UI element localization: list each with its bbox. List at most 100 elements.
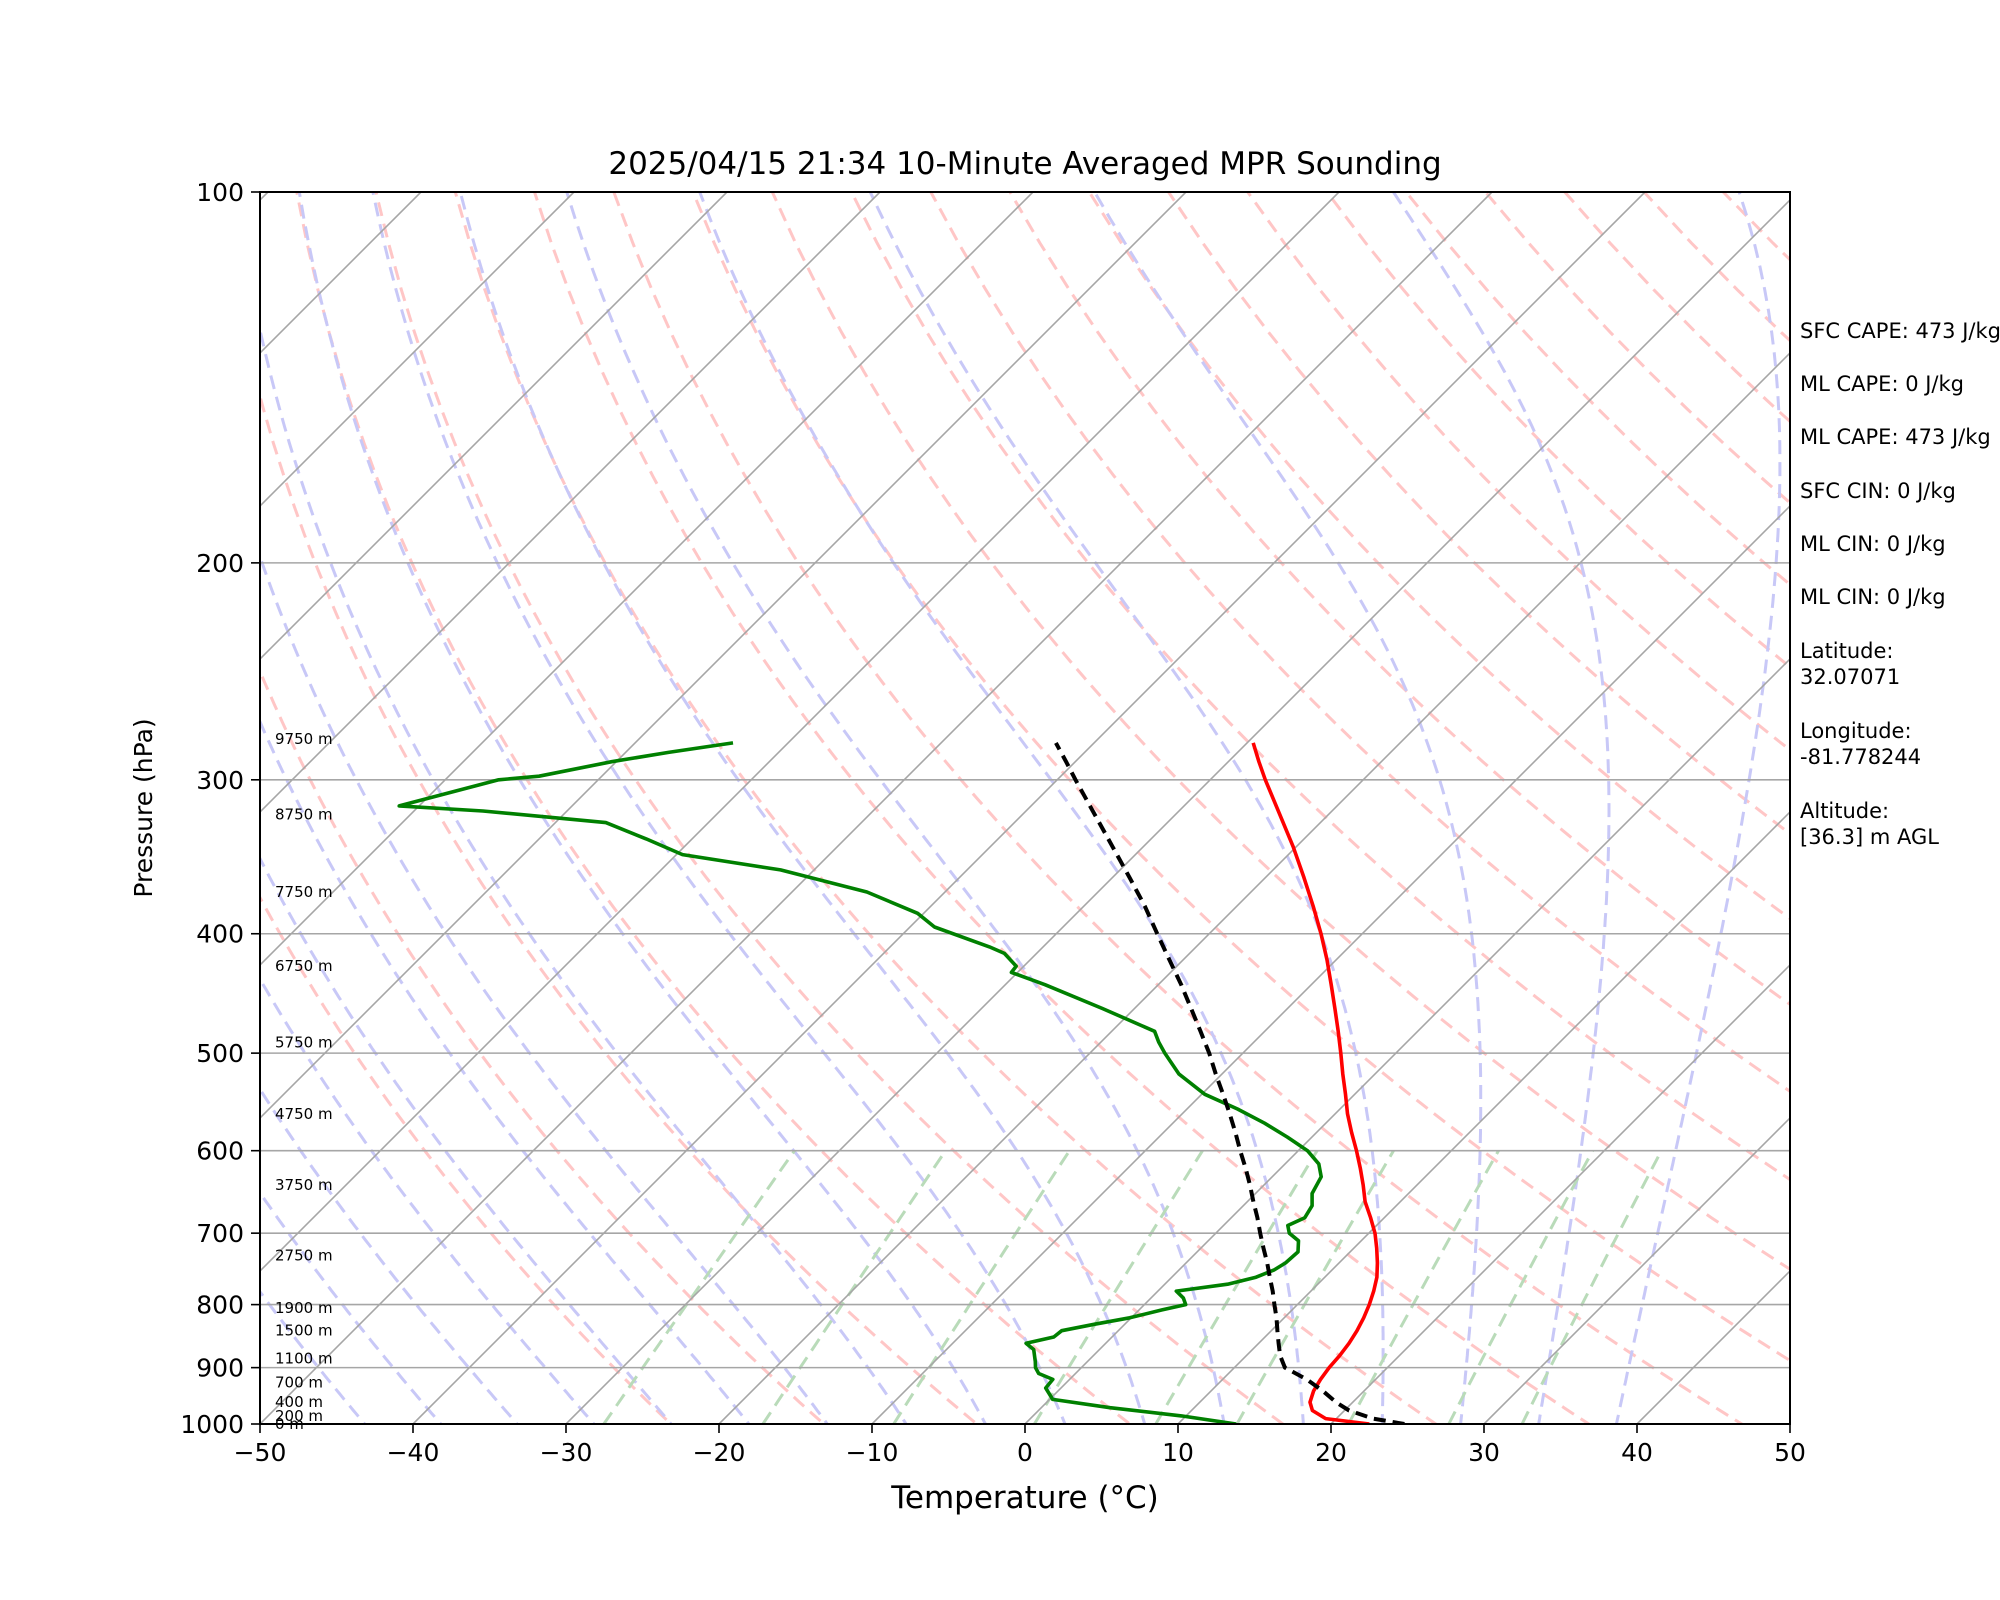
moist-adiabat — [260, 322, 908, 1424]
mixing-ratio-line — [1154, 1149, 1319, 1424]
x-axis-ticks: −50 −40 −30 −20 −10 0 10 20 30 40 50 — [234, 1424, 1806, 1467]
isotherm — [260, 192, 575, 508]
x-axis-label: Temperature (°C) — [890, 1480, 1159, 1516]
moist-adiabat — [1614, 192, 1782, 1424]
dry-adiabat — [1246, 192, 1790, 752]
x-tick-label: −20 — [693, 1438, 746, 1467]
dry-adiabat — [295, 192, 1133, 1424]
isotherm — [260, 192, 881, 814]
y-axis-ticks: 100 200 300 400 500 600 700 800 900 1000 — [180, 178, 260, 1439]
longitude-value: -81.778244 — [1800, 745, 1922, 769]
moist-adiabat — [260, 1086, 520, 1424]
chart-title: 2025/04/15 21:34 10-Minute Averaged MPR … — [608, 146, 1441, 182]
dry-adiabat — [1167, 192, 1790, 836]
dry-adiabat — [850, 192, 1790, 1182]
y-tick-label: 400 — [196, 920, 244, 949]
y-tick-label: 1000 — [180, 1410, 244, 1439]
isotherm — [0, 192, 115, 1424]
height-label: 5750 m — [275, 1033, 333, 1051]
y-tick-label: 900 — [196, 1354, 244, 1383]
dry-adiabat — [533, 192, 1592, 1424]
x-tick-label: 40 — [1621, 1438, 1653, 1467]
height-label: 1900 m — [275, 1299, 333, 1317]
isotherm — [260, 192, 1493, 1424]
sfc-cape-text: SFC CAPE: 473 J/kg — [1800, 319, 2000, 343]
dry-adiabat — [1008, 192, 1790, 1007]
isotherm — [1330, 963, 1790, 1424]
plot-frame — [259, 191, 1791, 1425]
moist-adiabat — [260, 1190, 443, 1424]
ml-cape-text-2: ML CAPE: 473 J/kg — [1800, 425, 1991, 449]
height-label: 1100 m — [275, 1350, 333, 1368]
ml-cin-text-2: ML CIN: 0 J/kg — [1800, 585, 1946, 609]
x-tick-label: −30 — [540, 1438, 593, 1467]
isotherm — [1177, 810, 1790, 1424]
height-label: 400 m — [275, 1393, 323, 1411]
dry-adiabat — [260, 390, 980, 1424]
height-label: 1500 m — [275, 1322, 333, 1340]
temperature-profile — [1251, 742, 1380, 1424]
y-tick-label: 600 — [196, 1137, 244, 1166]
latitude-label: Latitude: — [1800, 639, 1894, 663]
y-tick-label: 100 — [196, 178, 244, 207]
background-lines — [0, 192, 1790, 1424]
y-tick-label: 700 — [196, 1219, 244, 1248]
height-label: 9750 m — [275, 730, 333, 748]
height-label: 700 m — [275, 1373, 323, 1391]
height-label: 6750 m — [275, 957, 333, 975]
sounding-profiles — [397, 741, 1405, 1424]
isotherm — [260, 192, 1187, 1120]
isotherm — [260, 192, 1340, 1273]
longitude-block: Longitude: -81.778244 — [1800, 718, 1921, 770]
altitude-label: Altitude: — [1800, 799, 1890, 823]
ml-cin-text: ML CIN: 0 J/kg — [1800, 532, 1946, 556]
dry-adiabat — [374, 192, 1286, 1424]
dry-adiabat — [929, 192, 1790, 1094]
dry-adiabat — [691, 192, 1790, 1363]
x-tick-label: −50 — [234, 1438, 287, 1467]
ml-cape-text: ML CAPE: 0 J/kg — [1800, 372, 1965, 396]
isotherm — [565, 198, 1790, 1424]
isotherm — [412, 192, 1646, 1424]
height-label: 200 m — [275, 1407, 323, 1425]
height-label: 7750 m — [275, 883, 333, 901]
isobar-gridlines — [260, 192, 1790, 1424]
isotherm — [871, 504, 1790, 1424]
dry-adiabat — [612, 192, 1745, 1424]
moist-adiabat — [260, 718, 751, 1424]
x-tick-label: 10 — [1162, 1438, 1194, 1467]
isotherm — [1483, 1116, 1790, 1424]
height-label: 4750 m — [275, 1105, 333, 1123]
mixing-ratio-line — [1033, 1149, 1204, 1424]
dry-adiabat — [1088, 192, 1790, 921]
moist-adiabat — [260, 855, 674, 1424]
mixing-ratio-line — [602, 1149, 796, 1424]
altitude-block: Altitude: [36.3] m AGL — [1800, 798, 1939, 850]
x-tick-label: 0 — [1017, 1438, 1033, 1467]
sfc-cin-text: SFC CIN: 0 J/kg — [1800, 479, 1956, 503]
altitude-value: [36.3] m AGL — [1800, 825, 1939, 849]
dry-adiabat — [770, 192, 1790, 1272]
moist-adiabat — [868, 192, 1385, 1424]
moist-adiabat — [297, 192, 988, 1424]
y-tick-label: 500 — [196, 1039, 244, 1068]
mixing-ratio-line — [1520, 1150, 1663, 1424]
moist-adiabat — [1392, 192, 1611, 1424]
height-label: 2750 m — [275, 1247, 333, 1265]
y-tick-label: 800 — [196, 1291, 244, 1320]
moist-adiabat — [565, 192, 1226, 1424]
x-tick-label: 30 — [1468, 1438, 1500, 1467]
x-tick-label: 20 — [1315, 1438, 1347, 1467]
y-tick-label: 300 — [196, 766, 244, 795]
height-label: 8750 m — [275, 805, 333, 823]
longitude-label: Longitude: — [1800, 719, 1912, 743]
isotherm — [260, 192, 728, 661]
y-tick-label: 200 — [196, 549, 244, 578]
moist-adiabat — [458, 192, 1147, 1424]
x-tick-label: −10 — [846, 1438, 899, 1467]
y-axis-label: Pressure (hPa) — [129, 718, 158, 897]
latitude-value: 32.07071 — [1800, 665, 1901, 689]
isotherm — [718, 351, 1790, 1424]
